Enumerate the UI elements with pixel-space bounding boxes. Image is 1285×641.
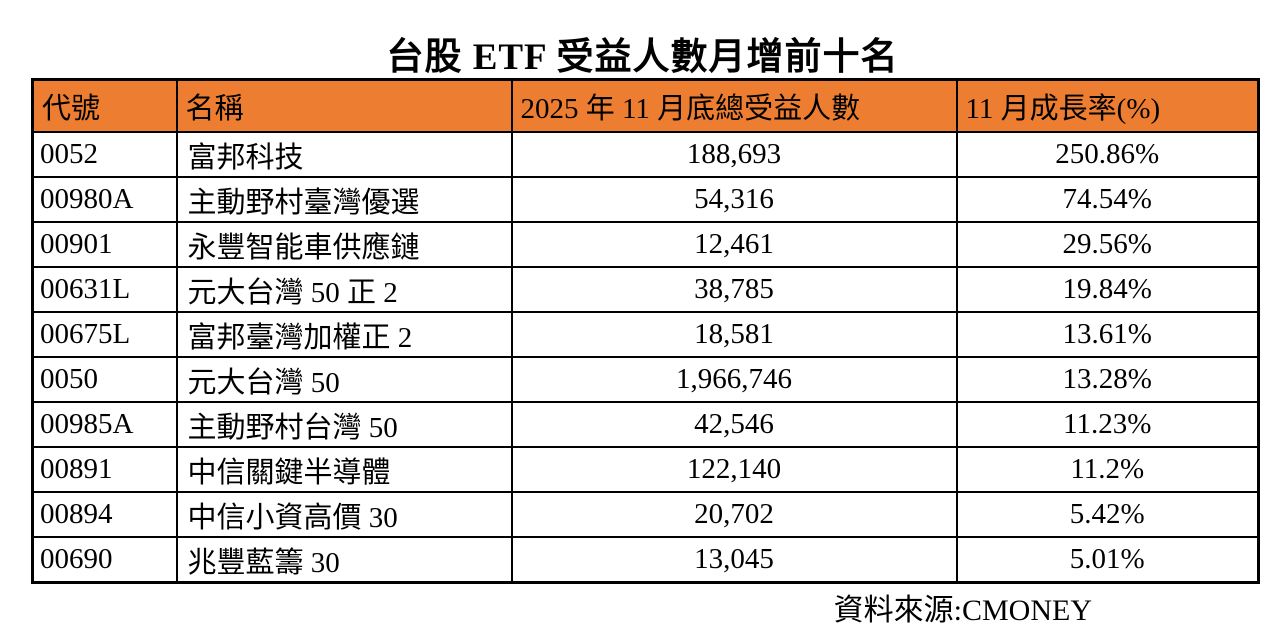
cell-code: 0050 xyxy=(31,356,178,403)
etf-table-body: 0052 富邦科技 188,693 250.86% 00980A 主動野村臺灣優選 54,3… xyxy=(31,131,1260,584)
cell-holders: 54,316 xyxy=(510,176,958,223)
cell-name: 主動野村台灣 50 xyxy=(175,401,513,448)
etf-table-header: 代號 名稱 2025 年 11 月底總受益人數 11 月成長率(%) xyxy=(31,78,1260,133)
cell-name: 元大台灣 50 正 2 xyxy=(175,266,513,313)
cell-code: 00980A xyxy=(31,176,178,223)
cell-code: 00690 xyxy=(31,536,178,584)
cell-code: 00901 xyxy=(31,221,178,268)
table-row: 00675L 富邦臺灣加權正 2 18,581 13.61% xyxy=(31,311,1260,358)
etf-table: 代號 名稱 2025 年 11 月底總受益人數 11 月成長率(%) 0052 富… xyxy=(31,78,1260,584)
header-row: 代號 名稱 2025 年 11 月底總受益人數 11 月成長率(%) xyxy=(31,78,1260,133)
header-growth: 11 月成長率(%) xyxy=(955,78,1260,133)
cell-growth: 29.56% xyxy=(955,221,1260,268)
cell-growth: 11.2% xyxy=(955,446,1260,493)
header-code: 代號 xyxy=(31,78,178,133)
table-row: 00631L 元大台灣 50 正 2 38,785 19.84% xyxy=(31,266,1260,313)
cell-holders: 122,140 xyxy=(510,446,958,493)
cell-name: 永豐智能車供應鏈 xyxy=(175,221,513,268)
table-row: 0052 富邦科技 188,693 250.86% xyxy=(31,131,1260,178)
cell-name: 主動野村臺灣優選 xyxy=(175,176,513,223)
cell-growth: 74.54% xyxy=(955,176,1260,223)
table-row: 00980A 主動野村臺灣優選 54,316 74.54% xyxy=(31,176,1260,223)
cell-holders: 13,045 xyxy=(510,536,958,584)
cell-holders: 42,546 xyxy=(510,401,958,448)
cell-name: 兆豐藍籌 30 xyxy=(175,536,513,584)
cell-holders: 18,581 xyxy=(510,311,958,358)
cell-code: 00891 xyxy=(31,446,178,493)
cell-holders: 188,693 xyxy=(510,131,958,178)
cell-code: 00985A xyxy=(31,401,178,448)
cell-name: 富邦臺灣加權正 2 xyxy=(175,311,513,358)
cell-code: 00631L xyxy=(31,266,178,313)
table-row: 00690 兆豐藍籌 30 13,045 5.01% xyxy=(31,536,1260,584)
cell-code: 0052 xyxy=(31,131,178,178)
cell-holders: 38,785 xyxy=(510,266,958,313)
table-row: 00985A 主動野村台灣 50 42,546 11.23% xyxy=(31,401,1260,448)
cell-growth: 13.61% xyxy=(955,311,1260,358)
cell-growth: 19.84% xyxy=(955,266,1260,313)
table-row: 00894 中信小資高價 30 20,702 5.42% xyxy=(31,491,1260,538)
cell-holders: 12,461 xyxy=(510,221,958,268)
cell-code: 00675L xyxy=(31,311,178,358)
cell-holders: 1,966,746 xyxy=(510,356,958,403)
cell-name: 中信關鍵半導體 xyxy=(175,446,513,493)
cell-name: 富邦科技 xyxy=(175,131,513,178)
cell-growth: 250.86% xyxy=(955,131,1260,178)
table-row: 0050 元大台灣 50 1,966,746 13.28% xyxy=(31,356,1260,403)
header-name: 名稱 xyxy=(175,78,513,133)
cell-code: 00894 xyxy=(31,491,178,538)
cell-name: 元大台灣 50 xyxy=(175,356,513,403)
cell-holders: 20,702 xyxy=(510,491,958,538)
data-source-note: 資料來源:CMONEY xyxy=(833,594,1092,627)
cell-name: 中信小資高價 30 xyxy=(175,491,513,538)
page-title: 台股 ETF 受益人數月增前十名 xyxy=(386,37,899,78)
cell-growth: 5.42% xyxy=(955,491,1260,538)
cell-growth: 5.01% xyxy=(955,536,1260,584)
table-row: 00891 中信關鍵半導體 122,140 11.2% xyxy=(31,446,1260,493)
header-holders: 2025 年 11 月底總受益人數 xyxy=(510,78,958,133)
table-row: 00901 永豐智能車供應鏈 12,461 29.56% xyxy=(31,221,1260,268)
cell-growth: 13.28% xyxy=(955,356,1260,403)
cell-growth: 11.23% xyxy=(955,401,1260,448)
